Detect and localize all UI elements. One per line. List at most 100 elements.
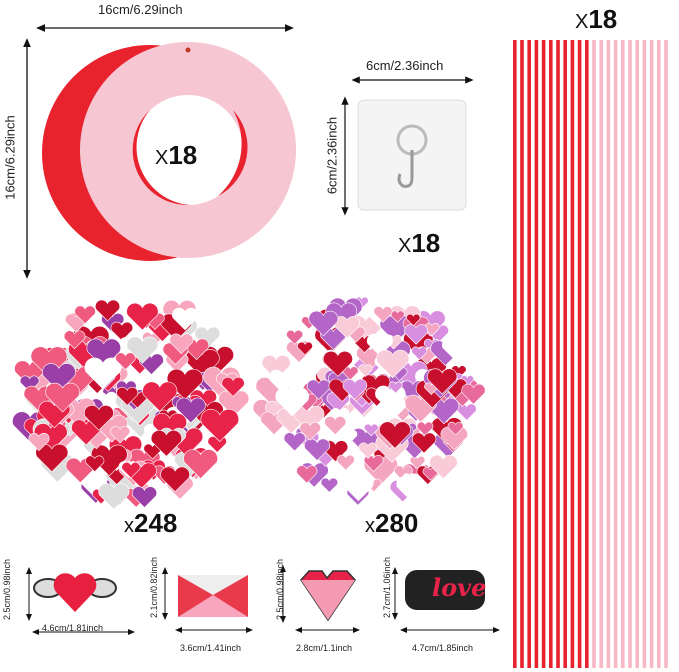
heart-sticker (150, 429, 182, 457)
heart-sticker (269, 369, 297, 394)
ribbon-stripe (556, 40, 560, 668)
heart-sticker (110, 321, 134, 342)
ribbon-stripe (513, 40, 517, 668)
ring-width-label: 16cm/6.29inch (98, 2, 183, 17)
heart-sticker (152, 413, 187, 443)
ribbon-stripe (621, 40, 625, 668)
ribbon-stripe (649, 40, 654, 668)
heart-sticker (388, 381, 403, 394)
ribbon-stripe (592, 40, 596, 668)
heart-sticker (336, 454, 355, 471)
love-word-text: love (432, 573, 487, 602)
heart-sticker (373, 306, 393, 323)
heart-sticker (183, 449, 218, 480)
ribbon-stripe (541, 40, 546, 668)
heart-sticker (261, 355, 291, 380)
heart-sticker (320, 477, 339, 493)
heart-sticker (30, 346, 68, 378)
ribbon-stripe (664, 40, 668, 668)
heart-sticker (286, 329, 304, 345)
heart-sticker (28, 432, 50, 452)
envelope-height-label: 2.1cm/0.82inch (149, 556, 159, 618)
winged-heart-height-label: 2.5cm/0.98inch (2, 558, 12, 620)
heart-sticker (142, 381, 178, 412)
gem-heart-width-label: 2.8cm/1.1inch (296, 643, 353, 653)
heart-sticker (322, 350, 353, 377)
heart-sticker (33, 423, 68, 453)
heart-sticker (299, 422, 321, 441)
heart-sticker (341, 429, 358, 444)
heart-sticker (121, 462, 141, 479)
ribbon-stripe (563, 40, 567, 668)
heart-sticker (363, 423, 379, 437)
gem-heart-height-label: 2.5cm/0.98inch (275, 558, 285, 620)
ribbon-stripe (527, 40, 531, 668)
envelope-sticker (178, 575, 248, 617)
heart-sticker (19, 375, 40, 393)
heart-sticker (411, 346, 428, 361)
heart-sticker (409, 455, 426, 470)
adhesive-hook-image (357, 99, 467, 211)
heart-sticker (460, 375, 474, 387)
winged-heart-width-label: 4.6cm/1.81inch (42, 623, 104, 633)
heart-sticker (358, 364, 373, 377)
heart-sticker (404, 324, 428, 345)
heart-sticker (379, 421, 411, 449)
ribbon-stripe (570, 40, 575, 668)
heart-sticker (342, 378, 368, 400)
ribbon-stripe (642, 40, 647, 668)
mixed-stickers-pile (12, 299, 250, 510)
heart-sticker (221, 376, 245, 397)
ribbon-stripes (513, 40, 668, 668)
heart-sticker (126, 336, 159, 364)
love-word-sticker (405, 570, 485, 610)
heart-sticker (442, 338, 467, 360)
heart-sticker (200, 408, 240, 443)
heart-sticker (363, 454, 384, 472)
heart-sticker (175, 397, 206, 424)
heart-sticker (376, 349, 410, 379)
heart-sticker (275, 387, 310, 417)
heart-sticker (172, 307, 199, 331)
ribbon-stripe (577, 40, 582, 668)
heart-sticker (110, 426, 131, 444)
ribbon-stripe (657, 40, 661, 668)
glitter-hearts-count: x280 (365, 508, 419, 538)
heart-sticker (90, 444, 128, 477)
gem-heart-sticker (300, 570, 356, 622)
hook-width-label: 6cm/2.36inch (366, 58, 444, 73)
ribbon-stripe (613, 40, 618, 668)
heart-sticker (45, 382, 80, 413)
glitter-hearts-pile (252, 296, 486, 506)
heart-sticker (74, 305, 96, 325)
heart-sticker (42, 363, 76, 393)
heart-sticker (86, 338, 121, 369)
heart-sticker (308, 310, 339, 337)
heart-sticker (402, 473, 417, 486)
ribbon-stripe (585, 40, 589, 668)
winged-heart-sticker (33, 573, 117, 612)
ring-count: X18 (155, 140, 198, 170)
heart-sticker (461, 383, 486, 405)
heart-sticker (160, 466, 190, 493)
heart-sticker (324, 416, 347, 436)
ribbon-stripe (534, 40, 539, 668)
hook-count: X18 (398, 228, 441, 258)
heart-sticker (394, 465, 413, 482)
love-word-height-label: 2.7cm/1.06inch (382, 556, 392, 618)
heart-sticker (115, 352, 136, 371)
heart-sticker (166, 368, 204, 401)
heart-sticker (169, 333, 194, 355)
heart-sticker (447, 421, 464, 436)
ribbon-stripe (549, 40, 553, 668)
heart-sticker (375, 385, 406, 412)
heart-sticker (84, 405, 114, 431)
ribbon-count: X18 (575, 4, 618, 34)
heart-sticker (456, 403, 477, 421)
heart-sticker (406, 313, 421, 327)
ribbon-stripe (628, 40, 632, 668)
heart-sticker (296, 465, 318, 484)
heart-sticker (126, 302, 159, 331)
